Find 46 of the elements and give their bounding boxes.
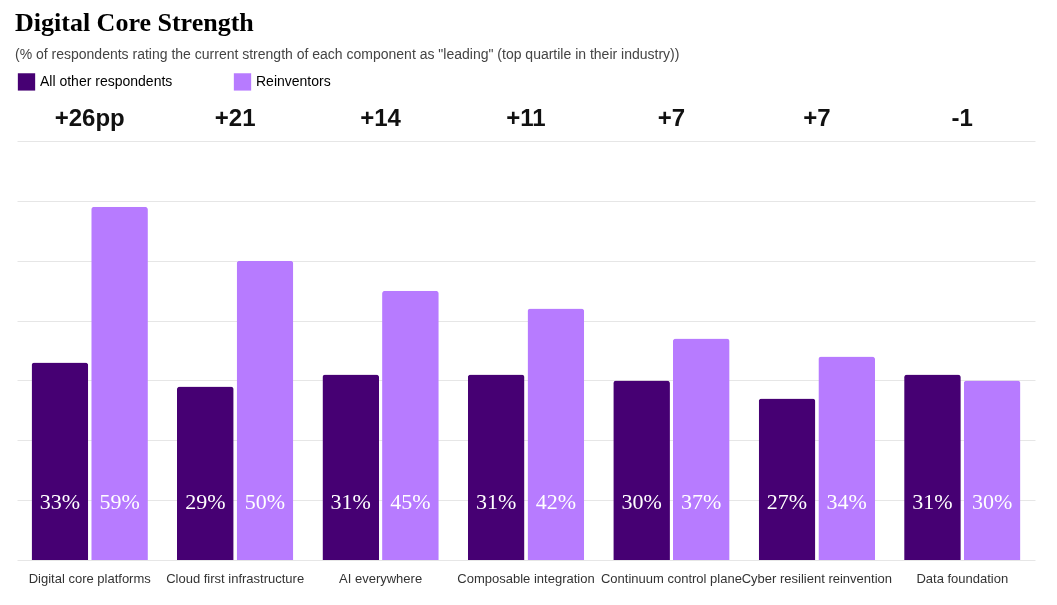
bar bbox=[91, 206, 148, 560]
data-label: 31% bbox=[912, 489, 953, 514]
data-label: 50% bbox=[244, 489, 286, 514]
bar bbox=[758, 398, 816, 560]
data-label: 30% bbox=[621, 489, 662, 514]
text: +21 bbox=[214, 104, 256, 131]
bar bbox=[904, 374, 961, 560]
data-label: 34% bbox=[826, 489, 867, 514]
bar bbox=[322, 374, 380, 560]
legend-label: All other respondents bbox=[40, 72, 173, 89]
bar bbox=[672, 338, 730, 560]
x-tick-label: Data foundation bbox=[916, 570, 1009, 586]
bar bbox=[818, 356, 876, 560]
data-label: 27% bbox=[766, 489, 808, 514]
text: +11 bbox=[506, 104, 546, 131]
x-tick-label: Composable integration bbox=[457, 570, 595, 586]
bar bbox=[382, 290, 439, 560]
data-label: 30% bbox=[971, 489, 1013, 514]
text: +14 bbox=[360, 104, 402, 131]
x-tick-label: AI everywhere bbox=[339, 570, 423, 586]
bar bbox=[31, 362, 89, 560]
data-label: 42% bbox=[535, 489, 576, 514]
bar bbox=[527, 308, 585, 560]
data-label: 29% bbox=[185, 489, 226, 514]
x-tick-label: Continuum control plane bbox=[600, 570, 742, 586]
data-label: 45% bbox=[390, 489, 431, 514]
legend-label: Reinventors bbox=[256, 72, 331, 89]
x-tick-label: Digital core platforms bbox=[28, 570, 152, 586]
bar bbox=[236, 260, 294, 560]
text: -1 bbox=[951, 104, 973, 131]
bar bbox=[613, 380, 670, 560]
chart-title: Digital Core Strength bbox=[15, 8, 255, 37]
text: +7 bbox=[657, 104, 686, 131]
data-label: 31% bbox=[476, 489, 517, 514]
text: +7 bbox=[803, 104, 831, 131]
bar bbox=[467, 374, 525, 560]
x-tick-label: Cyber resilient reinvention bbox=[741, 570, 893, 586]
chart-subtitle: (% of respondents rating the current strength of each component as "leading" (top quartile in their industry)) bbox=[15, 46, 680, 62]
bar bbox=[963, 380, 1021, 560]
data-label: 37% bbox=[681, 489, 722, 514]
text: +26pp bbox=[54, 104, 125, 131]
x-tick-label: Cloud first infrastructure bbox=[166, 570, 305, 586]
data-label: 59% bbox=[99, 489, 140, 514]
data-label: 31% bbox=[330, 489, 371, 514]
data-label: 33% bbox=[39, 489, 81, 514]
bar bbox=[176, 386, 234, 560]
